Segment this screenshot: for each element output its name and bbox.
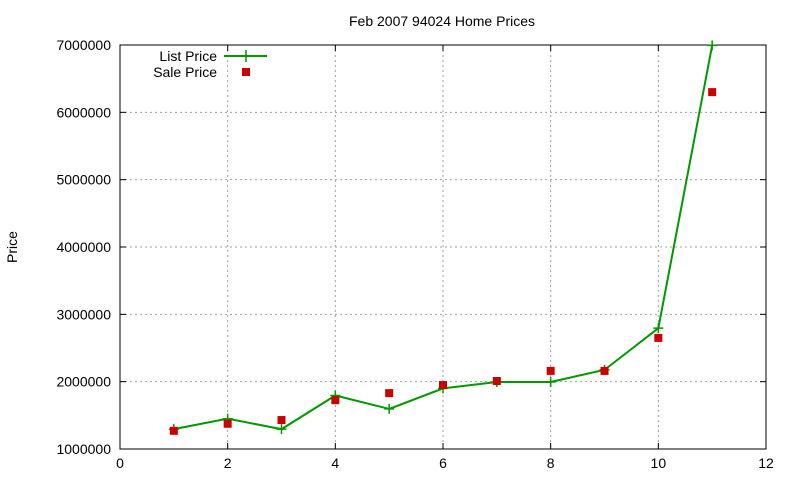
legend-label-list-price: List Price <box>159 48 217 64</box>
legend: List Price Sale Price <box>153 48 267 80</box>
list-price-point <box>707 40 718 51</box>
legend-marker-sale-price <box>242 68 250 76</box>
sale-price-point <box>331 396 340 405</box>
y-tick-label: 3000000 <box>56 306 111 322</box>
legend-entry-sale-price: Sale Price <box>153 64 250 80</box>
x-tick-label: 12 <box>758 455 774 471</box>
sale-price-point <box>385 389 394 398</box>
sale-price-point <box>277 416 286 425</box>
x-tick-label: 8 <box>547 455 555 471</box>
sale-price-point <box>546 366 555 375</box>
list-price-point <box>545 377 556 388</box>
y-tick-label: 2000000 <box>56 374 111 390</box>
sale-price-point <box>492 376 501 385</box>
x-tick-label: 6 <box>439 455 447 471</box>
legend-label-sale-price: Sale Price <box>153 64 217 80</box>
x-tick-label: 10 <box>651 455 667 471</box>
y-tick-label: 1000000 <box>56 441 111 457</box>
y-axis-label: Price <box>4 231 20 263</box>
list-price-point <box>384 403 395 414</box>
legend-entry-list-price: List Price <box>159 48 267 64</box>
y-tick-label: 4000000 <box>56 239 111 255</box>
axis-ticks: 0 2 4 6 8 10 12 1000000 2000000 3000000 4000000 500… <box>56 37 774 471</box>
x-tick-label: 0 <box>116 455 124 471</box>
chart-title: Feb 2007 94024 Home Prices <box>349 13 535 29</box>
x-tick-label: 2 <box>224 455 232 471</box>
legend-marker-list-price <box>240 50 252 62</box>
sale-price-point <box>439 381 447 390</box>
sale-price-point <box>600 366 609 375</box>
y-tick-label: 6000000 <box>56 104 111 120</box>
y-tick-label: 7000000 <box>56 37 111 53</box>
y-tick-label: 5000000 <box>56 172 111 188</box>
x-tick-label: 4 <box>331 455 339 471</box>
series-layer <box>168 40 718 435</box>
sale-price-point <box>223 419 232 428</box>
list-price-point <box>653 323 664 334</box>
sale-price-point <box>708 88 717 97</box>
sale-price-point <box>654 333 663 342</box>
list-price-point <box>276 424 287 435</box>
sale-price-point <box>169 426 178 435</box>
